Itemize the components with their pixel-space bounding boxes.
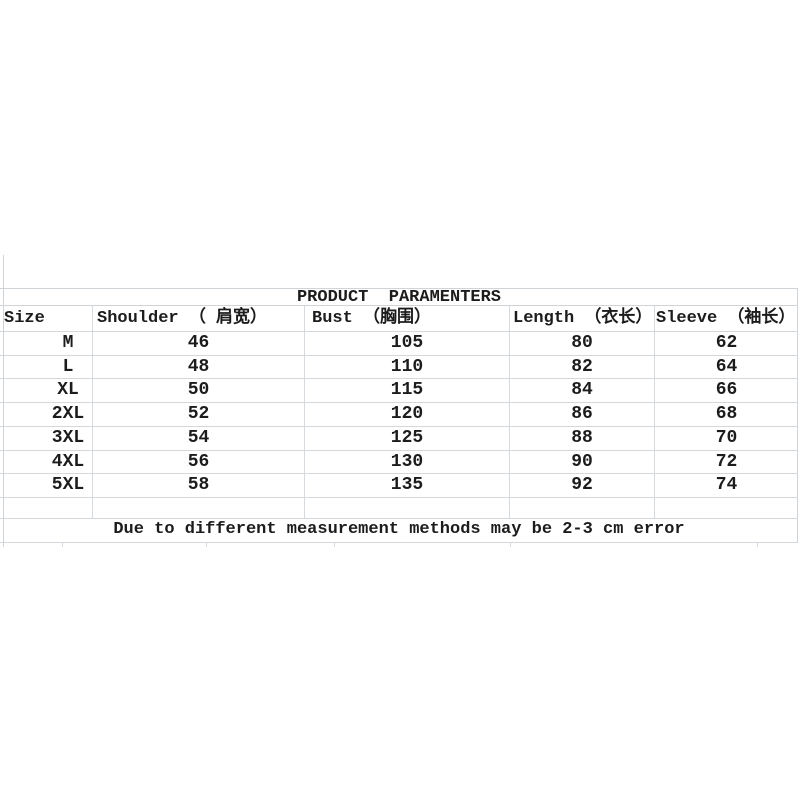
col-header-sleeve: Sleeve （袖长） [656,309,796,328]
cell-shoulder: 54 [93,426,305,450]
table-note-row: Due to different measurement methods may… [0,519,798,543]
gridline-stub [510,542,511,547]
cell-sleeve: 66 [715,380,738,401]
cell-empty [305,497,510,518]
table-row: 5XL 58 135 92 74 [0,474,798,498]
col-header-bust: Bust （胸围） [305,306,510,331]
col-header-size: Size [0,306,93,331]
cell-sleeve: 68 [715,404,738,425]
gridline-stub [334,542,335,547]
gridline-stub [62,542,63,547]
table-title: PRODUCT PARAMENTERS [296,288,502,307]
size-table: PRODUCT PARAMENTERS Size Shoulder （ 肩宽） … [0,288,798,543]
cell-size: 5XL [0,474,93,497]
cell-bust: 115 [305,379,510,403]
cell-shoulder: 46 [93,332,305,355]
cell-sleeve: 74 [715,475,738,496]
gridline-stub [757,542,758,547]
gridline-right-edge [797,288,798,542]
table-empty-row [0,497,798,519]
cell-empty [93,497,305,518]
cell-sleeve: 70 [715,427,738,448]
cell-empty [655,498,798,518]
cell-shoulder: 48 [93,355,305,379]
cell-bust: 120 [305,403,510,426]
cell-length: 86 [510,403,655,426]
note-text: Due to different measurement methods may… [113,519,685,539]
cell-empty [510,497,655,518]
cell-length: 92 [510,474,655,497]
table-row: L 48 110 82 64 [0,355,798,380]
cell-length: 88 [510,426,655,450]
cell-shoulder: 58 [93,474,305,497]
cell-length: 90 [510,450,655,474]
gridline-left-edge [3,255,4,547]
cell-shoulder: 56 [93,450,305,474]
cell-length: 80 [510,332,655,355]
cell-size: 4XL [0,450,93,474]
table-row: 2XL 52 120 86 68 [0,403,798,427]
cell-bust: 105 [305,332,510,355]
cell-shoulder: 50 [93,379,305,403]
cell-size: L [0,355,93,379]
cell-size: 3XL [0,426,93,450]
cell-length: 84 [510,379,655,403]
cell-sleeve: 72 [715,451,738,472]
table-row: 3XL 54 125 88 70 [0,426,798,451]
col-header-length: Length （衣长） [510,306,655,331]
cell-bust: 110 [305,355,510,379]
cell-size: XL [0,379,93,403]
cell-bust: 130 [305,450,510,474]
cell-size: 2XL [0,403,93,426]
cell-empty [0,497,93,518]
table-header-row: Size Shoulder （ 肩宽） Bust （胸围） Length （衣长… [0,306,798,332]
col-header-shoulder: Shoulder （ 肩宽） [93,306,305,331]
cell-length: 82 [510,355,655,379]
cell-sleeve: 64 [715,356,738,377]
table-title-row: PRODUCT PARAMENTERS [0,289,798,306]
cell-sleeve: 62 [715,333,738,353]
table-row: M 46 105 80 62 [0,332,798,356]
gridline-stub [206,542,207,547]
cell-bust: 125 [305,426,510,450]
table-row: 4XL 56 130 90 72 [0,450,798,475]
table-row: XL 50 115 84 66 [0,379,798,404]
cell-bust: 135 [305,474,510,497]
cell-size: M [0,332,93,355]
cell-shoulder: 52 [93,403,305,426]
